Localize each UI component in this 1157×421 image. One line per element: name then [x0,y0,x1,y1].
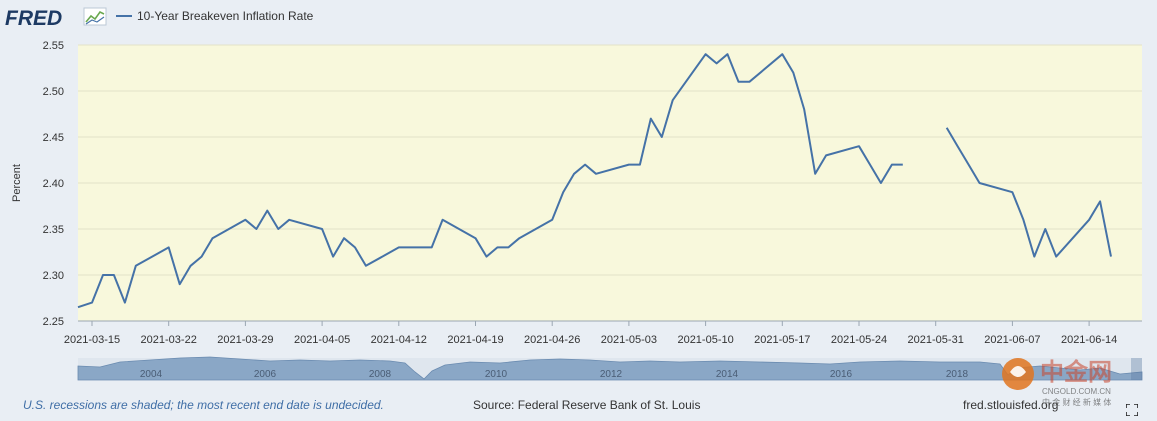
recession-note: U.S. recessions are shaded; the most rec… [23,398,384,412]
navigator-selection[interactable] [1131,358,1142,380]
cngold-logo-icon [1002,358,1034,390]
y-tick-label: 2.40 [43,178,64,190]
navigator-label: 2012 [600,369,623,380]
navigator-label: 2016 [830,369,853,380]
x-tick-label: 2021-04-12 [371,334,427,346]
y-axis-label: Percent [11,164,23,202]
navigator-label: 2004 [140,369,163,380]
watermark-slogan: 中 金 财 经 新 媒 体 [1042,397,1111,407]
navigator-label: 2014 [716,369,739,380]
navigator-label: 2008 [369,369,392,380]
x-tick-label: 2021-03-22 [141,334,197,346]
fred-logo-graph-icon [83,7,107,26]
x-tick-label: 2021-05-31 [908,334,964,346]
x-tick-label: 2021-03-15 [64,334,120,346]
y-tick-label: 2.25 [43,316,64,328]
source-text: Source: Federal Reserve Bank of St. Loui… [473,398,701,412]
x-tick-labels: 2021-03-15 2021-03-22 2021-03-29 2021-04-05… [64,321,1117,346]
x-tick-label: 2021-06-07 [984,334,1040,346]
series-segment [945,127,1112,258]
navigator-label: 2010 [485,369,508,380]
x-tick-label: 2021-03-29 [217,334,273,346]
cngold-watermark: 中金网 CNGOLD.COM.CN 中 金 财 经 新 媒 体 [1002,358,1112,407]
series-segment [77,53,903,309]
navigator-label: 2018 [946,369,969,380]
x-tick-label: 2021-06-14 [1061,334,1117,346]
x-tick-label: 2021-04-26 [524,334,580,346]
watermark-domain: CNGOLD.COM.CN [1042,387,1111,396]
x-tick-label: 2021-05-24 [831,334,887,346]
x-tick-label: 2021-04-05 [294,334,350,346]
y-tick-label: 2.30 [43,270,64,282]
fred-logo[interactable]: FRED [5,7,62,30]
y-tick-label: 2.55 [43,40,64,52]
range-navigator[interactable]: 2004 2006 2008 2010 2012 2014 2016 2018 [77,356,1143,381]
y-tick-label: 2.35 [43,224,64,236]
x-tick-label: 2021-05-03 [601,334,657,346]
x-tick-label: 2021-04-19 [447,334,503,346]
navigator-label: 2006 [254,369,277,380]
y-tick-label: 2.45 [43,132,64,144]
watermark-brand: 中金网 [1040,358,1112,386]
navigator-labels: 2004 2006 2008 2010 2012 2014 2016 2018 [140,369,969,380]
navigator-series-area [77,356,1143,381]
gridlines [78,44,1142,276]
series-line[interactable] [77,53,1112,309]
y-tick-label: 2.50 [43,86,64,98]
x-tick-label: 2021-05-10 [677,334,733,346]
x-tick-label: 2021-05-17 [754,334,810,346]
legend-label[interactable]: 10-Year Breakeven Inflation Rate [137,9,314,23]
y-tick-labels: 2.25 2.30 2.35 2.40 2.45 2.50 2.55 [43,40,64,328]
source-url[interactable]: fred.stlouisfed.org [963,398,1059,412]
